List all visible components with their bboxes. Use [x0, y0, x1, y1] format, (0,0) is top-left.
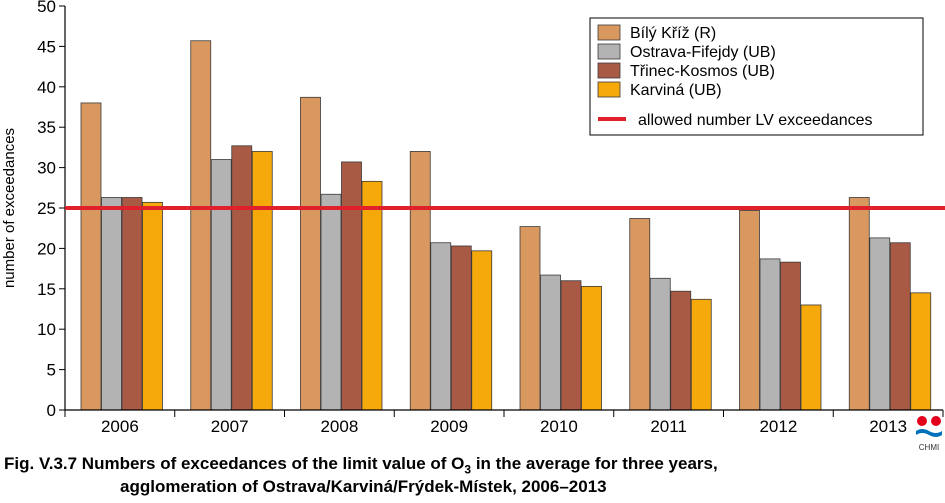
- legend-entry-label: Ostrava-Fifejdy (UB): [630, 44, 776, 61]
- y-axis-label-group: number of exceedances: [1, 128, 18, 288]
- bar: [80, 102, 102, 411]
- x-tick-label: 2006: [101, 417, 139, 436]
- bar: [800, 304, 822, 411]
- legend-swatch: [597, 43, 621, 60]
- legend-swatch: [597, 24, 621, 41]
- bar: [581, 285, 602, 411]
- bar: [300, 96, 321, 411]
- y-tick-label: 50: [37, 0, 56, 16]
- x-tick-label: 2008: [320, 417, 358, 436]
- bar: [361, 180, 383, 411]
- bar: [142, 201, 163, 411]
- legend: Bílý Kříž (R) Ostrava-Fifejdy (UB) Třinec-…: [589, 17, 924, 136]
- bar: [471, 250, 493, 411]
- x-tick-label: 2012: [759, 417, 797, 436]
- chmi-logo: CHMI: [916, 416, 942, 452]
- y-tick-label: 5: [47, 361, 56, 380]
- y-tick-label: 20: [37, 239, 56, 258]
- bar: [121, 197, 143, 411]
- bar: [848, 197, 870, 411]
- legend-entry-label: Bílý Kříž (R): [630, 25, 716, 42]
- logo-dot-left: [917, 416, 927, 426]
- caption-line1-subscript: 3: [464, 462, 472, 477]
- y-tick-label: 45: [37, 37, 56, 56]
- legend-swatch: [597, 62, 621, 79]
- bar: [910, 292, 932, 411]
- bar: [869, 237, 891, 411]
- bar: [519, 226, 541, 411]
- y-tick-label: 10: [37, 320, 56, 339]
- y-tick-label: 0: [47, 401, 56, 420]
- logo-wave: [916, 429, 942, 437]
- x-tick-label: 2009: [430, 417, 468, 436]
- legend-box: [589, 17, 924, 136]
- bar: [780, 261, 801, 411]
- y-tick-label: 40: [37, 78, 56, 97]
- y-tick-label: 15: [37, 280, 56, 299]
- legend-reference-label: allowed number LV exceedances: [638, 112, 873, 129]
- logo-text: CHMI: [919, 443, 939, 452]
- figure-caption-line2: agglomeration of Ostrava/Karviná/Frýdek-…: [120, 477, 607, 496]
- bar: [629, 218, 651, 411]
- x-tick-label: 2010: [540, 417, 578, 436]
- bar: [560, 280, 582, 411]
- bar: [231, 145, 253, 411]
- figure-caption-line1: Fig. V.3.7 Numbers of exceedances of the…: [4, 454, 718, 476]
- bar: [251, 151, 273, 411]
- bar: [210, 159, 232, 411]
- y-tick-label: 25: [37, 199, 56, 218]
- bar: [670, 290, 692, 411]
- bar: [690, 298, 712, 411]
- bar: [889, 242, 911, 411]
- bar: [450, 245, 472, 411]
- legend-entry-label: Třinec-Kosmos (UB): [630, 63, 775, 80]
- bar: [739, 210, 760, 411]
- bar: [540, 274, 561, 411]
- bar: [409, 151, 431, 411]
- bar: [649, 277, 671, 411]
- y-axis-label: number of exceedances: [1, 128, 18, 288]
- y-tick-label: 35: [37, 118, 56, 137]
- x-tick-label: 2011: [650, 417, 687, 436]
- legend-swatch: [597, 81, 621, 98]
- x-tick-labels: 2006 2007 2008 2009 2010 2011 2012 2013: [64, 410, 944, 436]
- bar: [430, 242, 452, 411]
- caption-line1-suffix: in the average for three years,: [471, 454, 718, 473]
- caption-line1-prefix: Fig. V.3.7 Numbers of exceedances of the…: [4, 454, 465, 473]
- legend-entry-label: Karviná (UB): [630, 82, 722, 99]
- bar: [101, 197, 122, 411]
- y-tick-labels: 0 5 10 15 20 25 30 35 40 45 50: [37, 0, 65, 420]
- bar: [320, 193, 342, 411]
- y-tick-label: 30: [37, 159, 56, 178]
- bar: [341, 161, 362, 411]
- x-tick-label: 2007: [211, 417, 249, 436]
- x-tick-label: 2013: [869, 417, 907, 436]
- logo-dot-right: [931, 416, 941, 426]
- bar: [190, 40, 212, 411]
- bar: [759, 258, 781, 411]
